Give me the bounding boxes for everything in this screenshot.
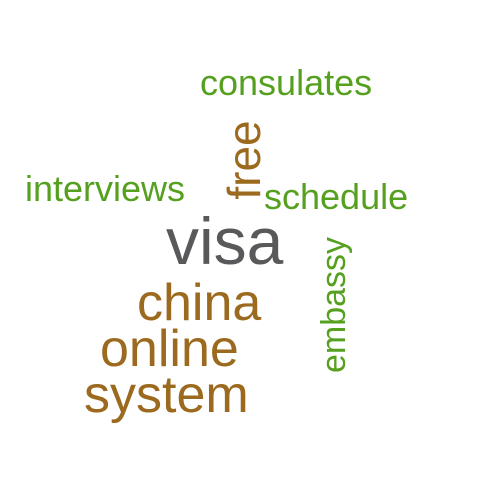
word-consulates: consulates (200, 62, 373, 103)
word-online: online (100, 320, 239, 378)
word-visa: visa (166, 204, 284, 278)
word-interviews: interviews (25, 168, 186, 209)
word-china: china (137, 274, 262, 332)
word-free: free (218, 120, 270, 200)
word-schedule: schedule (264, 176, 409, 217)
word-system: system (84, 366, 249, 424)
word-embassy: embassy (315, 236, 353, 374)
